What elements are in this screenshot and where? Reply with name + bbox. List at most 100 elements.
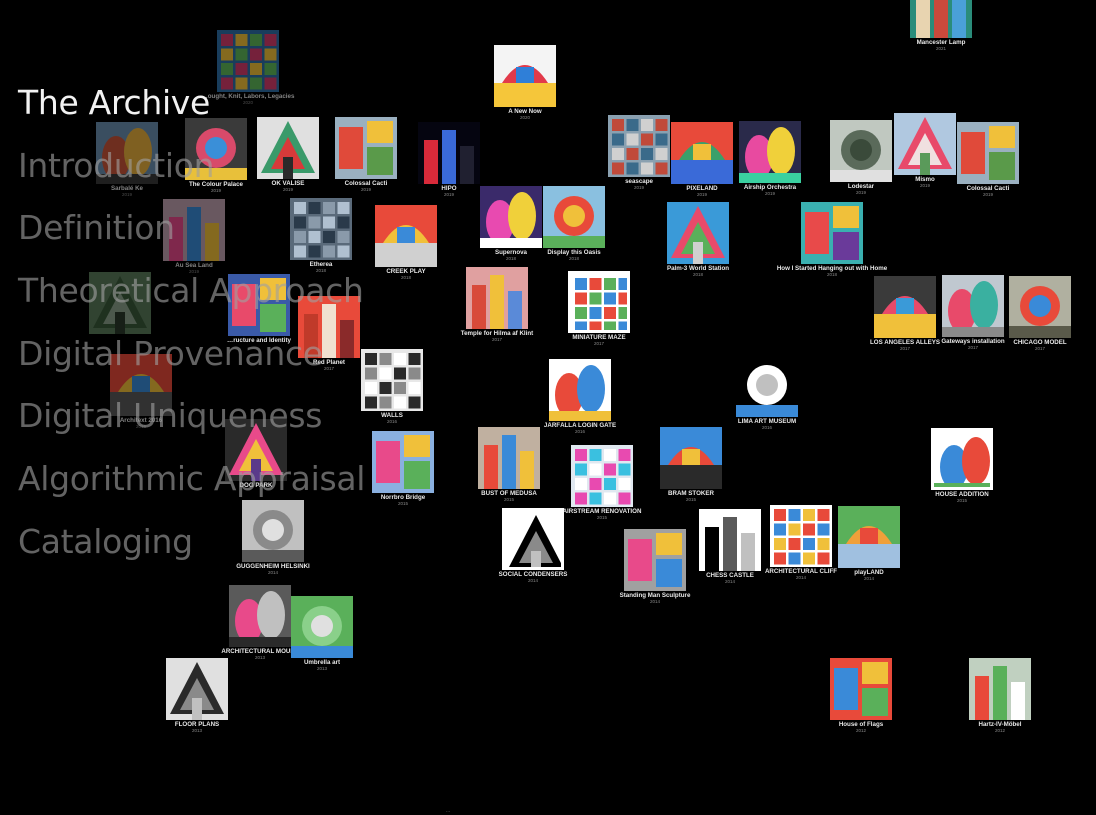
archive-year: 2013 [316, 666, 327, 671]
archive-year: 2012 [855, 728, 866, 733]
archive-tile[interactable]: Supernova 2018 [480, 186, 542, 261]
archive-tile[interactable]: SOCIAL CONDENSERS 2014 [499, 508, 567, 583]
archive-thumbnail [739, 121, 801, 183]
archive-tile[interactable]: Temple for Hilma af Klint 2017 [461, 267, 533, 342]
archive-tile[interactable]: Norrbro Bridge 2015 [372, 431, 434, 506]
archive-tile[interactable]: ARCHITECTURAL MOUNT 2013 [221, 585, 299, 660]
archive-thumbnail [608, 115, 670, 177]
archive-title: …ought, Knit, Labors, Legacies [201, 93, 295, 100]
archive-year: 2019 [121, 192, 132, 197]
archive-tile[interactable]: A New Now 2020 [494, 45, 556, 120]
archive-tile[interactable]: CHICAGO MODEL 2017 [1009, 276, 1071, 351]
archive-year: 2012 [994, 728, 1005, 733]
archive-tile[interactable]: Colossal Cacti 2019 [957, 122, 1019, 197]
archive-thumbnail [290, 198, 352, 260]
archive-year: 2016 [574, 429, 585, 434]
archive-tile[interactable]: Sarbalé Ke 2019 [96, 122, 158, 197]
archive-thumbnail [957, 122, 1019, 184]
archive-tile[interactable]: HOUSE ADDITION 2015 [931, 428, 993, 503]
archive-title: Supernova [495, 249, 527, 256]
archive-tile[interactable]: LOS ANGELES ALLEYS 2017 [870, 276, 940, 351]
archive-title: GUGGENHEIM HELSINKI [236, 563, 310, 570]
archive-tile[interactable]: Lodestar 2019 [830, 120, 892, 195]
archive-thumbnail [1009, 276, 1071, 338]
archive-title: Colossal Cacti [344, 180, 388, 187]
archive-tile[interactable] [89, 272, 151, 335]
archive-year: 2019 [360, 187, 371, 192]
archive-thumbnail [96, 122, 158, 184]
archive-tile[interactable]: Au Sea Land 2019 [163, 199, 225, 274]
nav-item-algorithmic-appraisal[interactable]: Algorithmic Appraisal [18, 459, 366, 499]
archive-tile[interactable]: AIRSTREAM RENOVATION 2015 [563, 445, 641, 520]
archive-title: CHICAGO MODEL [1013, 339, 1067, 346]
archive-tile[interactable]: DOG PARK [225, 419, 287, 489]
archive-tile[interactable]: FLOOR PLANS 2013 [166, 658, 228, 733]
archive-tile[interactable]: Palm-3 World Station 2018 [667, 202, 729, 277]
archive-thumbnail [217, 30, 279, 92]
nav-item-definition[interactable]: Definition [18, 208, 175, 248]
archive-tile[interactable]: Colossal Cacti 2019 [335, 117, 397, 192]
archive-tile[interactable]: Display this Oasis 2018 [543, 186, 605, 261]
archive-title: MINIATURE MAZE [572, 334, 626, 341]
archive-tile[interactable]: seascape 2019 [608, 115, 670, 190]
archive-title: HOUSE ADDITION [935, 491, 989, 498]
archive-year: 2018 [400, 275, 411, 280]
archive-thumbnail [667, 202, 729, 264]
archive-tile[interactable]: Hartz-IV-Möbel 2012 [969, 658, 1031, 733]
archive-tile[interactable]: Mancester Lamp 2021 [910, 0, 972, 51]
archive-tile[interactable]: …ought, Knit, Labors, Legacies 2020 [202, 30, 294, 105]
archive-tile[interactable]: Gateways installation 2017 [941, 275, 1005, 350]
archive-title: Norrbro Bridge [380, 494, 426, 501]
archive-tile[interactable]: HIPO 2019 [418, 122, 480, 197]
archive-thumbnail [225, 419, 287, 481]
archive-tile[interactable]: Umbrella art 2013 [291, 596, 353, 671]
section-nav: The Archive Introduction Definition Theo… [18, 72, 365, 574]
archive-tile[interactable]: Airship Orchestra 2019 [739, 121, 801, 196]
archive-tile[interactable]: How I Started Hanging out with Home 2018 [777, 202, 887, 277]
archive-title: CHESS CASTLE [706, 572, 754, 579]
nav-item-introduction[interactable]: Introduction [18, 145, 215, 185]
archive-tile[interactable]: OK VALISE 2019 [257, 117, 319, 192]
archive-year: 2014 [795, 575, 806, 580]
archive-tile[interactable]: MINIATURE MAZE 2017 [568, 271, 630, 346]
archive-title: …ructure and Identity [227, 337, 291, 344]
archive-year: 2014 [863, 576, 874, 581]
archive-tile[interactable]: JÄRFÄLLA LOGIN GATE 2016 [544, 359, 616, 434]
archive-title: BRAM STOKER [668, 490, 714, 497]
archive-year: 2017 [593, 341, 604, 346]
archive-tile[interactable]: playLAND 2014 [838, 506, 900, 581]
archive-tile[interactable]: CREEK PLAY 2018 [375, 205, 437, 280]
archive-tile[interactable]: GUGGENHEIM HELSINKI 2014 [236, 500, 310, 575]
archive-tile[interactable]: BUST OF MEDUSA 2015 [478, 427, 540, 502]
archive-thumbnail [894, 113, 956, 175]
archive-tile[interactable]: ARCHITECTURAL CLIFF 2014 [765, 505, 837, 580]
archive-tile[interactable]: Mismo 2019 [894, 113, 956, 188]
archive-title: Au Sea Land [175, 262, 213, 269]
archive-thumbnail [242, 500, 304, 562]
archive-tile[interactable]: CHESS CASTLE 2014 [699, 509, 761, 584]
archive-thumbnail [543, 186, 605, 248]
archive-tile[interactable]: Etherea 2018 [290, 198, 352, 273]
archive-tile[interactable]: WALLS 2016 [361, 349, 423, 424]
nav-item-digital-provenance[interactable]: Digital Provenance [18, 333, 323, 373]
nav-item-the-archive[interactable]: The Archive [18, 83, 211, 122]
archive-tile[interactable]: Standing Man Sculpture 2014 [620, 529, 690, 604]
archive-tile[interactable]: LIMA ART MUSEUM 2016 [736, 355, 798, 430]
archive-title: How I Started Hanging out with Home [776, 265, 888, 272]
archive-year: 2014 [649, 599, 660, 604]
nav-item-digital-uniqueness[interactable]: Digital Uniqueness [18, 396, 323, 436]
archive-thumbnail [494, 45, 556, 107]
nav-item-theoretical-approach[interactable]: Theoretical Approach [18, 271, 364, 311]
nav-item-cataloging[interactable]: Cataloging [18, 521, 193, 561]
archive-tile[interactable]: …ructure and Identity [227, 274, 291, 344]
archive-tile[interactable]: House of Flags 2012 [830, 658, 892, 733]
archive-tile[interactable]: PIXELAND 2019 [671, 122, 733, 197]
archive-year: 2019 [633, 185, 644, 190]
archive-tile[interactable]: Architext 2016 2016 [110, 354, 172, 429]
archive-tile[interactable]: BRAM STOKER 2015 [660, 427, 722, 502]
archive-tile[interactable]: Red Planet 2017 [298, 296, 360, 371]
archive-thumbnail [969, 658, 1031, 720]
archive-tile[interactable]: The Colour Palace 2019 [185, 118, 247, 193]
archive-year: 2018 [315, 268, 326, 273]
